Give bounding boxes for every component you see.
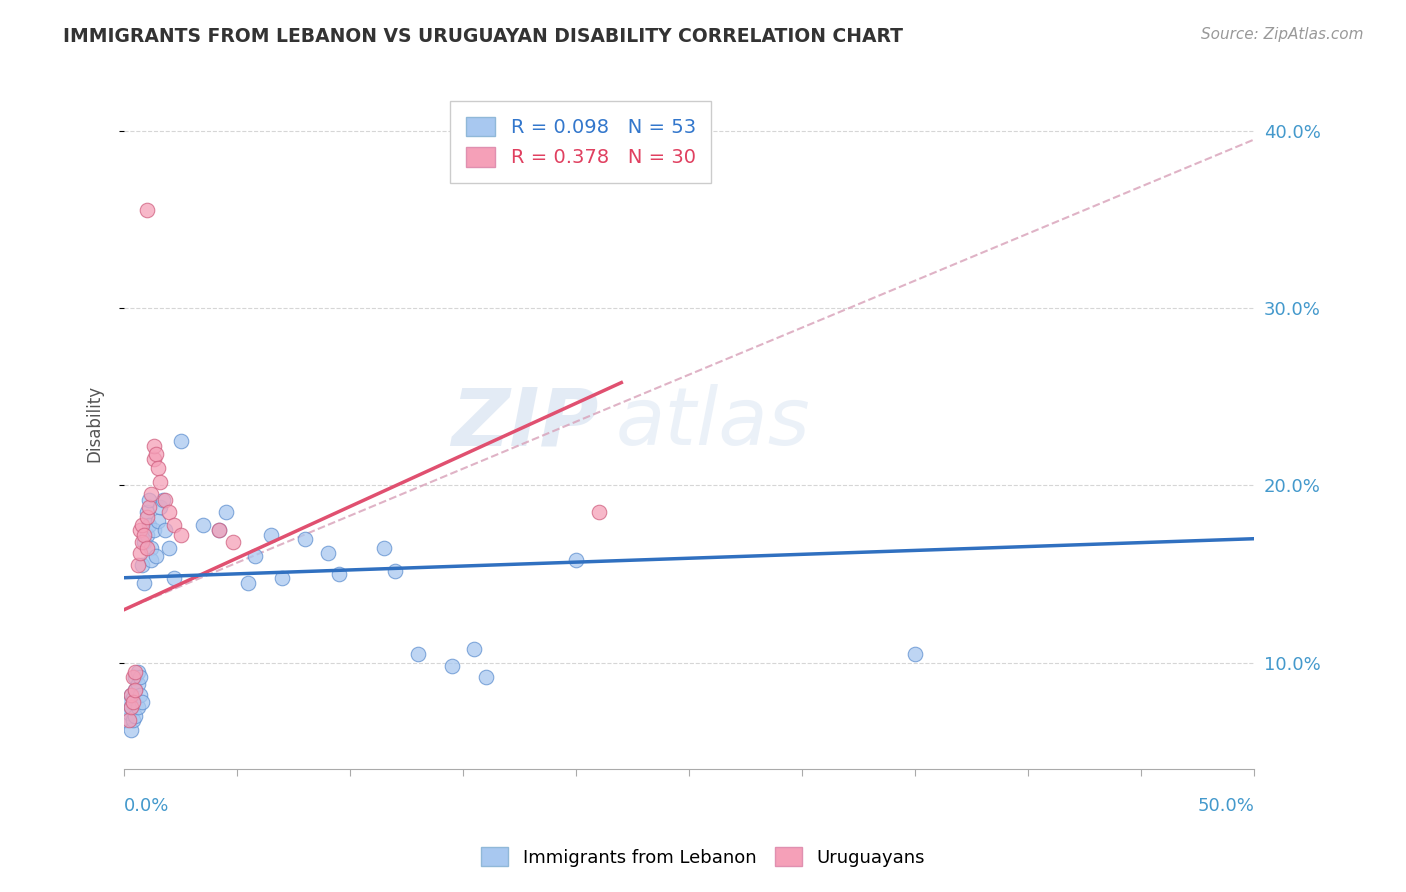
- Point: [129, 688, 152, 702]
- Point: [120, 700, 142, 714]
- Point: [124, 665, 146, 679]
- Point: [127, 665, 149, 679]
- Point: [122, 670, 145, 684]
- Point: [118, 706, 141, 720]
- Point: [124, 682, 146, 697]
- Point: [406, 647, 429, 661]
- Point: [153, 523, 176, 537]
- Point: [565, 553, 588, 567]
- Point: [163, 517, 186, 532]
- Point: [193, 517, 215, 532]
- Legend: R = 0.098   N = 53, R = 0.378   N = 30: R = 0.098 N = 53, R = 0.378 N = 30: [450, 101, 711, 183]
- Point: [142, 440, 165, 454]
- Point: [134, 576, 156, 591]
- Point: [142, 523, 165, 537]
- Text: ZIP: ZIP: [451, 384, 599, 462]
- Text: 50.0%: 50.0%: [1198, 797, 1254, 815]
- Point: [208, 523, 231, 537]
- Point: [245, 549, 267, 564]
- Point: [124, 682, 146, 697]
- Point: [440, 659, 463, 673]
- Point: [153, 492, 176, 507]
- Point: [138, 492, 160, 507]
- Y-axis label: Disability: Disability: [86, 384, 103, 462]
- Point: [129, 523, 152, 537]
- Point: [904, 647, 927, 661]
- Point: [131, 517, 153, 532]
- Point: [124, 709, 146, 723]
- Point: [129, 670, 152, 684]
- Point: [135, 528, 157, 542]
- Point: [141, 487, 163, 501]
- Point: [271, 571, 294, 585]
- Point: [124, 670, 146, 684]
- Point: [169, 528, 191, 542]
- Point: [260, 528, 283, 542]
- Point: [134, 528, 156, 542]
- Point: [120, 723, 142, 738]
- Point: [135, 203, 157, 218]
- Point: [141, 553, 163, 567]
- Point: [120, 688, 142, 702]
- Point: [127, 700, 149, 714]
- Point: [118, 695, 141, 709]
- Point: [145, 446, 167, 460]
- Point: [122, 713, 145, 727]
- Point: [141, 541, 163, 555]
- Point: [238, 576, 260, 591]
- Point: [328, 567, 350, 582]
- Point: [474, 670, 496, 684]
- Text: IMMIGRANTS FROM LEBANON VS URUGUAYAN DISABILITY CORRELATION CHART: IMMIGRANTS FROM LEBANON VS URUGUAYAN DIS…: [63, 27, 903, 45]
- Text: Source: ZipAtlas.com: Source: ZipAtlas.com: [1201, 27, 1364, 42]
- Point: [463, 641, 485, 656]
- Point: [127, 677, 149, 691]
- Point: [149, 475, 172, 489]
- Point: [316, 546, 339, 560]
- Point: [142, 451, 165, 466]
- Point: [384, 564, 406, 578]
- Point: [120, 700, 142, 714]
- Point: [169, 434, 191, 449]
- Point: [149, 500, 172, 514]
- Point: [127, 558, 149, 573]
- Legend: Immigrants from Lebanon, Uruguayans: Immigrants from Lebanon, Uruguayans: [474, 840, 932, 874]
- Text: atlas: atlas: [616, 384, 810, 462]
- Point: [294, 532, 316, 546]
- Point: [145, 549, 167, 564]
- Point: [373, 541, 395, 555]
- Point: [208, 523, 231, 537]
- Point: [157, 541, 180, 555]
- Point: [138, 517, 160, 532]
- Point: [115, 713, 138, 727]
- Point: [146, 514, 169, 528]
- Point: [163, 571, 186, 585]
- Point: [215, 505, 238, 519]
- Point: [135, 541, 157, 555]
- Point: [122, 691, 145, 706]
- Point: [221, 535, 243, 549]
- Point: [129, 546, 152, 560]
- Point: [157, 505, 180, 519]
- Point: [146, 460, 169, 475]
- Point: [135, 505, 157, 519]
- Point: [138, 500, 160, 514]
- Point: [122, 695, 145, 709]
- Point: [134, 535, 156, 549]
- Point: [118, 713, 141, 727]
- Point: [135, 510, 157, 524]
- Point: [131, 535, 153, 549]
- Point: [152, 492, 174, 507]
- Point: [588, 505, 610, 519]
- Point: [131, 695, 153, 709]
- Text: 0.0%: 0.0%: [124, 797, 170, 815]
- Point: [131, 558, 153, 573]
- Point: [120, 688, 142, 702]
